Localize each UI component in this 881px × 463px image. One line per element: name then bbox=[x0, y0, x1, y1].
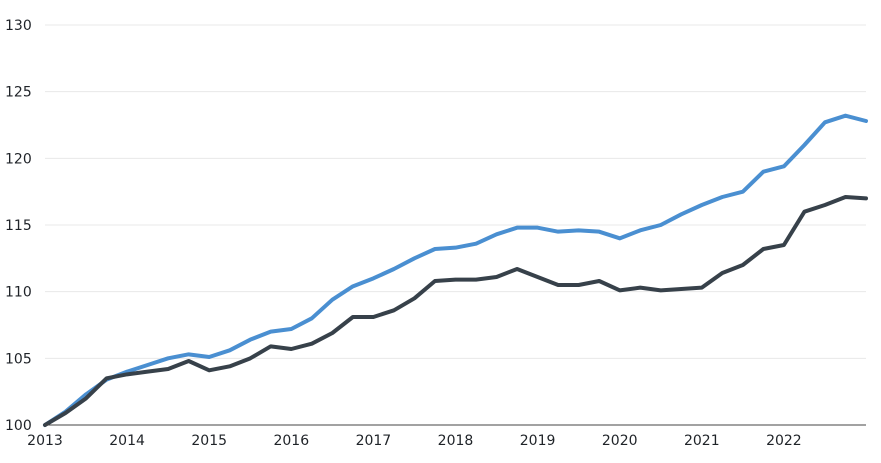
series-line-2 bbox=[43, 195, 868, 427]
x-tick-label-2018: 2018 bbox=[438, 433, 474, 449]
y-tick-label-100: 100 bbox=[5, 418, 32, 434]
grid-lines bbox=[45, 24, 866, 359]
x-tick-label-2021: 2021 bbox=[684, 433, 720, 449]
x-tick-label-2013: 2013 bbox=[27, 433, 63, 449]
y-tick-label-110: 110 bbox=[5, 285, 32, 301]
y-tick-label-115: 115 bbox=[5, 218, 32, 234]
x-tick-label-2016: 2016 bbox=[273, 433, 309, 449]
y-tick-label-125: 125 bbox=[5, 85, 32, 101]
series-line-1 bbox=[43, 113, 868, 427]
x-tick-label-2020: 2020 bbox=[602, 433, 638, 449]
x-tick-label-2019: 2019 bbox=[520, 433, 556, 449]
x-tick-label-2022: 2022 bbox=[766, 433, 802, 449]
y-tick-label-105: 105 bbox=[5, 351, 32, 367]
x-axis-tick-labels: 2013 2014 2015 2016 2017 2018 2019 2020 2021 2022 bbox=[27, 433, 802, 449]
x-tick-label-2015: 2015 bbox=[191, 433, 227, 449]
y-axis-tick-labels: 100 105 110 115 120 125 130 bbox=[5, 18, 32, 434]
y-tick-label-120: 120 bbox=[5, 151, 32, 167]
series-layer bbox=[43, 113, 868, 427]
x-tick-label-2014: 2014 bbox=[109, 433, 145, 449]
y-tick-label-130: 130 bbox=[5, 18, 32, 34]
x-tick-label-2017: 2017 bbox=[356, 433, 392, 449]
